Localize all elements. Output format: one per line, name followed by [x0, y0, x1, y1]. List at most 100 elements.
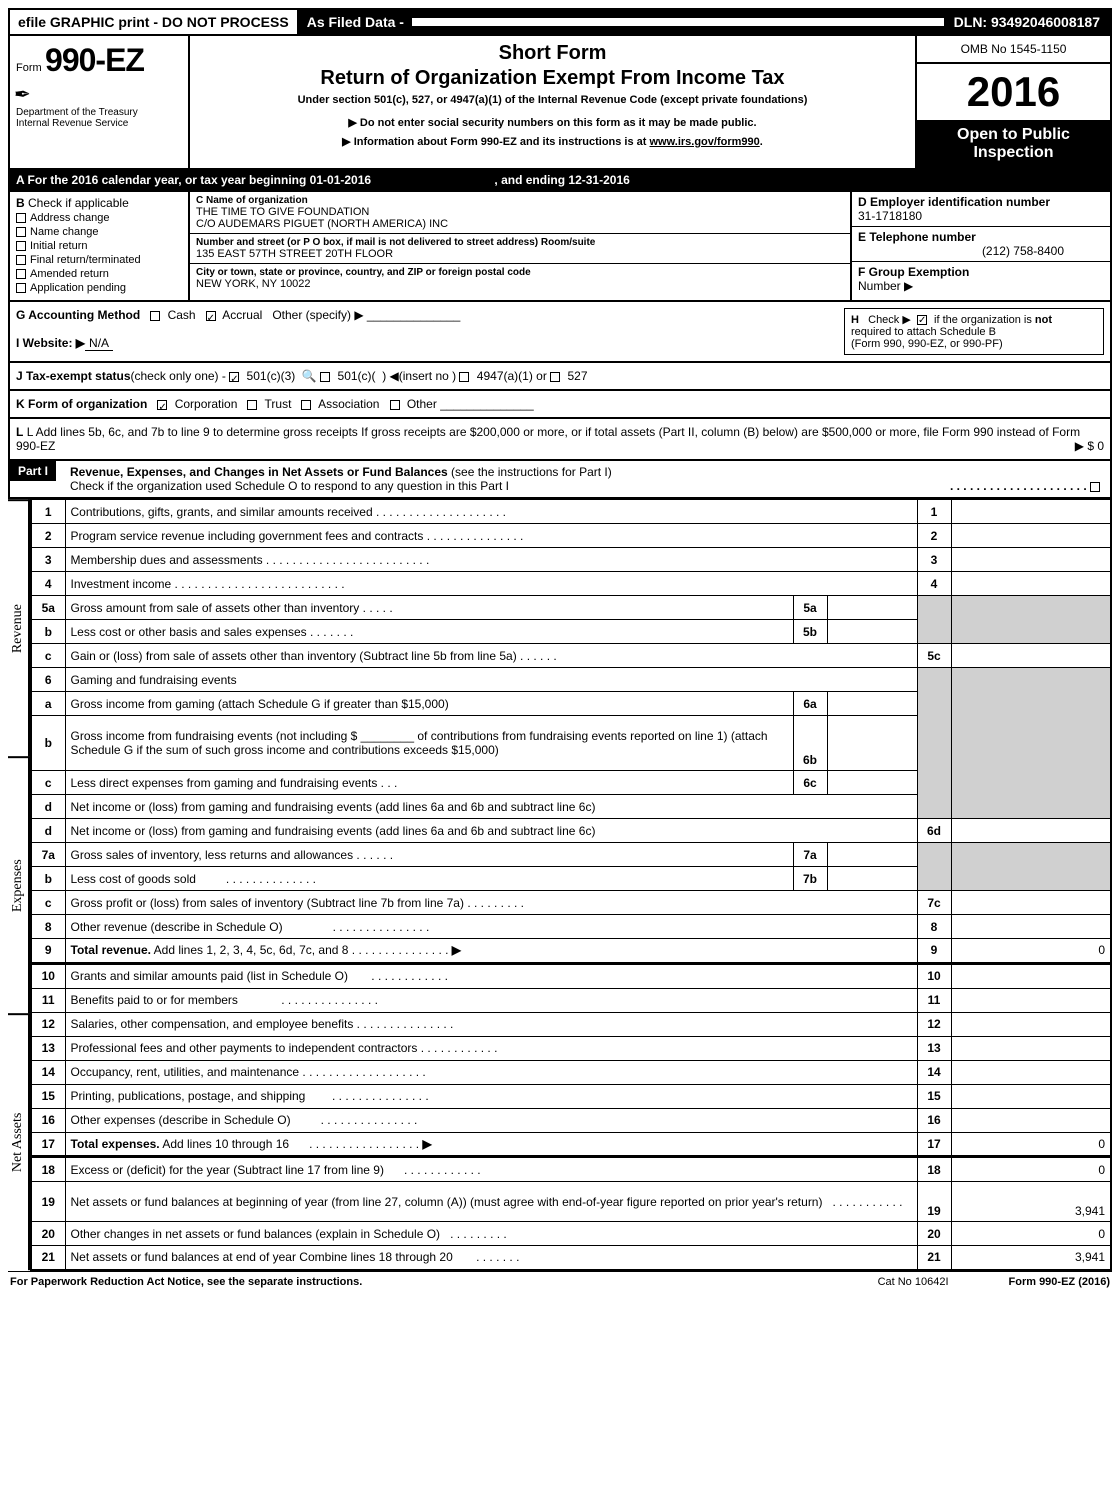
table-row: 16Other expenses (describe in Schedule O…	[31, 1108, 1111, 1132]
col-c: C Name of organization THE TIME TO GIVE …	[190, 192, 850, 300]
table-row: 19Net assets or fund balances at beginni…	[31, 1182, 1111, 1222]
efile-label: efile GRAPHIC print - DO NOT PROCESS	[10, 10, 299, 34]
table-row: 9Total revenue. Add lines 1, 2, 3, 4, 5c…	[31, 939, 1111, 963]
line-l: L L Add lines 5b, 6c, and 7b to line 9 t…	[8, 419, 1112, 461]
disclosure-icon: ✒	[14, 82, 31, 107]
table-row: cGross profit or (loss) from sales of in…	[31, 891, 1111, 915]
table-row: 5aGross amount from sale of assets other…	[31, 596, 1111, 620]
col-def: D Employer identification number 31-1718…	[850, 192, 1110, 300]
ein-label: D Employer identification number	[858, 195, 1104, 209]
revenue-table: 1Contributions, gifts, grants, and simil…	[30, 499, 1112, 964]
table-row: 1Contributions, gifts, grants, and simil…	[31, 500, 1111, 524]
i-label: I Website: ▶	[16, 336, 85, 350]
short-form-title: Short Form	[200, 42, 905, 65]
bcdef-row: B Check if applicable Address change Nam…	[8, 192, 1112, 302]
line-j: J Tax-exempt status(check only one) - 50…	[8, 363, 1112, 391]
chk-association[interactable]	[301, 400, 311, 410]
org-name-2: C/O AUDEMARS PIGUET (NORTH AMERICA) INC	[196, 218, 844, 230]
cat-no: Cat No 10642I	[878, 1276, 949, 1288]
return-title: Return of Organization Exempt From Incom…	[200, 67, 905, 90]
part-i-header: Part I Revenue, Expenses, and Changes in…	[8, 461, 1112, 499]
side-revenue: Revenue	[8, 499, 30, 756]
group-exemption-number: Number ▶	[858, 279, 1104, 293]
table-row: 17Total expenses. Add lines 10 through 1…	[31, 1132, 1111, 1156]
table-row: 20Other changes in net assets or fund ba…	[31, 1222, 1111, 1246]
dln-label: DLN: 93492046008187	[944, 10, 1110, 34]
chk-h[interactable]	[917, 315, 927, 325]
chk-address-change[interactable]: Address change	[16, 212, 182, 224]
line-k: K Form of organization Corporation Trust…	[8, 391, 1112, 419]
chk-schedule-o[interactable]	[1090, 482, 1100, 492]
main-grid: Revenue Expenses Net Assets 1Contributio…	[8, 499, 1112, 1271]
phone-value: (212) 758-8400	[858, 244, 1104, 258]
dept-irs: Internal Revenue Service	[16, 118, 182, 129]
chk-amended-return[interactable]: Amended return	[16, 268, 182, 280]
section-a: A For the 2016 calendar year, or tax yea…	[8, 170, 1112, 192]
arrow-ssn: ▶ Do not enter social security numbers o…	[200, 116, 905, 129]
side-netassets: Net Assets	[8, 1013, 30, 1270]
expenses-table: 10Grants and similar amounts paid (list …	[30, 964, 1112, 1158]
chk-cash[interactable]	[150, 311, 160, 321]
col-b: B Check if applicable Address change Nam…	[10, 192, 190, 300]
arrow-info: ▶ Information about Form 990-EZ and its …	[200, 135, 905, 148]
tax-year: 2016	[917, 64, 1110, 120]
part-i-label: Part I	[10, 461, 56, 481]
chk-501c[interactable]	[320, 372, 330, 382]
c-name-label: C Name of organization	[196, 195, 844, 206]
open-public: Open to Public Inspection	[917, 120, 1110, 168]
line-l-amount: ▶ $ 0	[1075, 439, 1104, 453]
table-row: 12Salaries, other compensation, and empl…	[31, 1012, 1111, 1036]
table-row: 11Benefits paid to or for members . . . …	[31, 988, 1111, 1012]
table-row: 2Program service revenue including gover…	[31, 524, 1111, 548]
top-bar: efile GRAPHIC print - DO NOT PROCESS As …	[8, 8, 1112, 36]
dept-treasury: Department of the Treasury	[16, 107, 182, 118]
table-row: 10Grants and similar amounts paid (list …	[31, 964, 1111, 988]
irs-link[interactable]: www.irs.gov/form990	[650, 136, 760, 148]
chk-corporation[interactable]	[157, 400, 167, 410]
chk-application-pending[interactable]: Application pending	[16, 282, 182, 294]
netassets-table: 18Excess or (deficit) for the year (Subt…	[30, 1157, 1112, 1271]
box-h: H Check ▶ if the organization is not req…	[844, 308, 1104, 355]
table-row: 8Other revenue (describe in Schedule O) …	[31, 915, 1111, 939]
chk-name-change[interactable]: Name change	[16, 226, 182, 238]
lookup-icon[interactable]: 🔍	[302, 369, 317, 383]
omb-number: OMB No 1545-1150	[917, 36, 1110, 64]
asfiled-label: As Filed Data -	[299, 10, 412, 34]
table-row: 6Gaming and fundraising events	[31, 668, 1111, 692]
ein-value: 31-1718180	[858, 209, 1104, 223]
table-row: dNet income or (loss) from gaming and fu…	[31, 819, 1111, 843]
city-label: City or town, state or province, country…	[196, 267, 844, 278]
org-name-1: THE TIME TO GIVE FOUNDATION	[196, 206, 844, 218]
side-expenses: Expenses	[8, 756, 30, 1013]
paperwork-notice: For Paperwork Reduction Act Notice, see …	[10, 1276, 362, 1288]
group-exemption-label: F Group Exemption	[858, 265, 969, 279]
org-address: 135 EAST 57TH STREET 20TH FLOOR	[196, 248, 844, 260]
chk-other-org[interactable]	[390, 400, 400, 410]
under-section: Under section 501(c), 527, or 4947(a)(1)…	[200, 94, 905, 106]
chk-527[interactable]	[550, 372, 560, 382]
website-value: N/A	[85, 336, 113, 351]
chk-initial-return[interactable]: Initial return	[16, 240, 182, 252]
line-g-h: G Accounting Method Cash Accrual Other (…	[8, 302, 1112, 363]
form-header: Form 990-EZ ✒ Department of the Treasury…	[8, 36, 1112, 170]
table-row: 3Membership dues and assessments . . . .…	[31, 548, 1111, 572]
form-ref: Form 990-EZ (2016)	[1009, 1276, 1111, 1288]
table-row: 15Printing, publications, postage, and s…	[31, 1084, 1111, 1108]
chk-501c3[interactable]	[229, 372, 239, 382]
table-row: 4Investment income . . . . . . . . . . .…	[31, 572, 1111, 596]
table-row: cGain or (loss) from sale of assets othe…	[31, 644, 1111, 668]
form-number: 990-EZ	[45, 42, 144, 78]
chk-trust[interactable]	[247, 400, 257, 410]
table-row: 13Professional fees and other payments t…	[31, 1036, 1111, 1060]
chk-final-return[interactable]: Final return/terminated	[16, 254, 182, 266]
table-row: 21Net assets or fund balances at end of …	[31, 1246, 1111, 1270]
table-row: 7aGross sales of inventory, less returns…	[31, 843, 1111, 867]
addr-label: Number and street (or P O box, if mail i…	[196, 237, 844, 248]
table-row: 18Excess or (deficit) for the year (Subt…	[31, 1158, 1111, 1182]
g-label: G Accounting Method	[16, 308, 140, 322]
chk-4947[interactable]	[459, 372, 469, 382]
table-row: 14Occupancy, rent, utilities, and mainte…	[31, 1060, 1111, 1084]
chk-accrual[interactable]	[206, 311, 216, 321]
form-label: Form	[16, 62, 42, 74]
org-city: NEW YORK, NY 10022	[196, 278, 844, 290]
